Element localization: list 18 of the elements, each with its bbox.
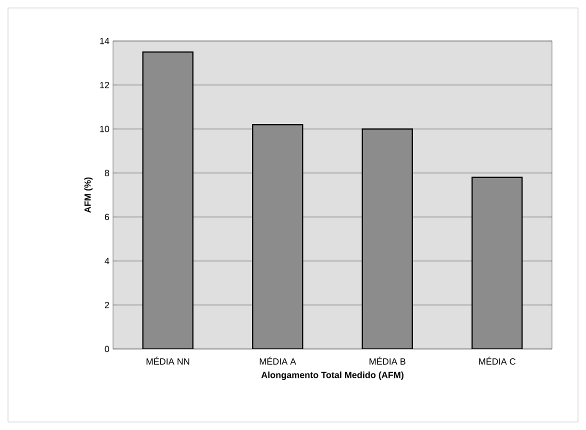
y-tick-label: 6 [104, 214, 110, 220]
y-tick-label: 2 [104, 302, 110, 308]
y-tick-label: 12 [100, 82, 110, 88]
y-tick-label: 10 [100, 126, 110, 132]
bar [472, 176, 523, 349]
x-tick-label: MÉDIA A [260, 356, 296, 365]
y-tick-label: 4 [104, 258, 110, 264]
y-axis-title: AFM (%) [84, 177, 93, 213]
bar [362, 128, 413, 349]
x-axis-title: Alongamento Total Medido (AFM) [261, 372, 404, 380]
x-tick-label: MÉDIA B [370, 356, 406, 365]
y-tick-label: 14 [100, 38, 110, 44]
x-tick-label: MÉDIA NN [146, 356, 190, 365]
y-tick-label: 8 [104, 170, 110, 176]
x-tick-label: MÉDIA C [479, 356, 516, 365]
bar [252, 124, 304, 349]
y-tick-label: 0 [104, 346, 110, 352]
bar [142, 51, 194, 349]
